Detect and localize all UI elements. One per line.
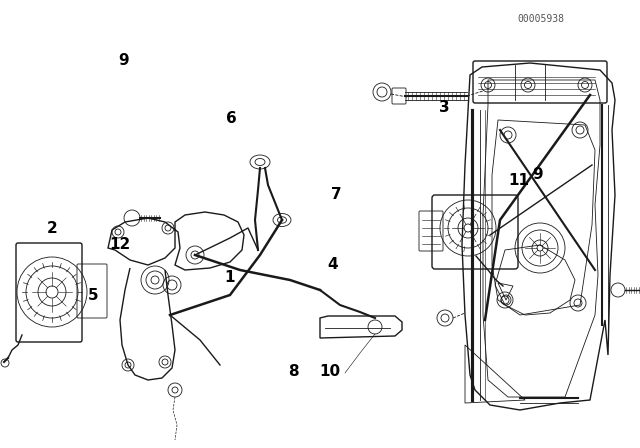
Text: 3: 3: [440, 100, 450, 115]
Text: 10: 10: [319, 364, 341, 379]
Text: 1: 1: [224, 270, 234, 285]
Text: 8: 8: [288, 364, 298, 379]
Text: 11: 11: [508, 172, 529, 188]
Text: 5: 5: [88, 288, 98, 303]
Text: 2: 2: [47, 221, 58, 236]
Text: 9: 9: [532, 167, 543, 182]
Text: 9: 9: [118, 53, 129, 68]
Text: 6: 6: [227, 111, 237, 126]
Text: 4: 4: [328, 257, 338, 272]
Text: 7: 7: [331, 187, 341, 202]
Text: 00005938: 00005938: [517, 14, 564, 24]
Text: 12: 12: [109, 237, 131, 252]
